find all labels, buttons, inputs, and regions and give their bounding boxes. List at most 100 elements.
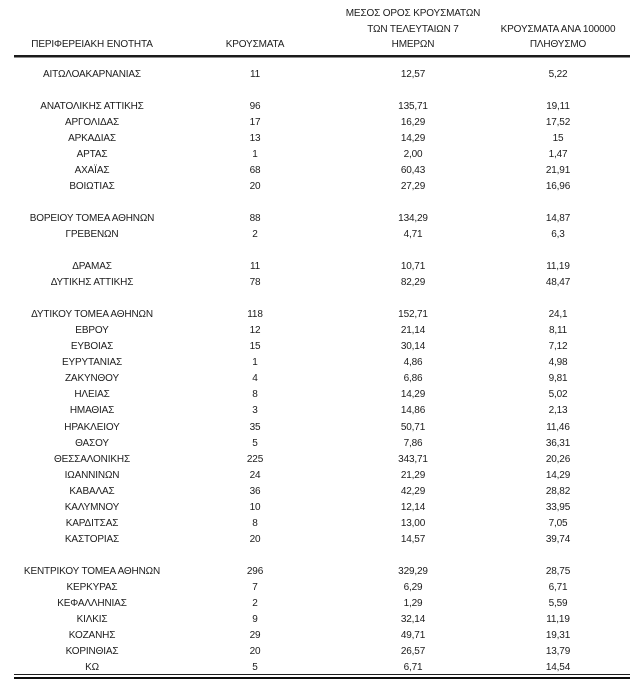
cell-region: ΚΑΛΥΜΝΟΥ xyxy=(64,501,120,513)
cell-per100k: 5,59 xyxy=(548,598,568,610)
cell-avg7: 82,29 xyxy=(400,277,426,289)
group-spacer xyxy=(14,195,630,211)
cell-per100k: 9,81 xyxy=(548,373,568,385)
cell-avg7: 21,29 xyxy=(400,469,426,481)
cell-per100k: 6,71 xyxy=(548,582,568,593)
cell-avg7: 135,71 xyxy=(398,100,428,112)
cell-cases: 8 xyxy=(252,389,258,401)
cell-avg7: 6,71 xyxy=(403,662,423,674)
cell-region: ΑΧΑΪΑΣ xyxy=(74,164,110,176)
cell-avg7: 4,71 xyxy=(403,228,423,240)
table-row: ΑΝΑΤΟΛΙΚΗΣ ΑΤΤΙΚΗΣ 96 135,71 19,11 xyxy=(14,99,630,115)
cases-table: ΠΕΡΙΦΕΡΕΙΑΚΗ ΕΝΟΤΗΤΑ ΚΡΟΥΣΜΑΤΑ ΜΕΣΟΣ ΟΡΟ… xyxy=(14,6,630,680)
cell-per100k: 15 xyxy=(552,132,564,144)
cell-per100k: 28,75 xyxy=(545,565,571,577)
table-row: ΑΡΚΑΔΙΑΣ 13 14,29 15 xyxy=(14,131,630,147)
cell-per100k: 14,54 xyxy=(545,662,571,674)
cell-region: ΚΑΣΤΟΡΙΑΣ xyxy=(64,533,120,545)
cell-cases: 11 xyxy=(249,261,261,273)
cell-per100k: 28,82 xyxy=(545,485,571,497)
table-row: ΑΡΓΟΛΙΔΑΣ 17 16,29 17,52 xyxy=(14,115,630,131)
table-row: ΕΥΒΟΙΑΣ 15 30,14 7,12 xyxy=(14,339,630,355)
group-spacer xyxy=(14,291,630,307)
cell-cases: 20 xyxy=(249,646,261,658)
cell-region: ΚΑΡΔΙΤΣΑΣ xyxy=(65,517,119,529)
cell-per100k: 33,95 xyxy=(545,501,571,513)
cell-avg7: 6,86 xyxy=(403,373,423,385)
table-row: ΘΕΣΣΑΛΟΝΙΚΗΣ 225 343,71 20,26 xyxy=(14,452,630,468)
cell-per100k: 6,3 xyxy=(551,228,565,240)
cell-per100k: 16,96 xyxy=(545,180,571,192)
column-header-cases: ΚΡΟΥΣΜΑΤΑ xyxy=(225,39,285,50)
cell-avg7: 1,29 xyxy=(403,598,423,610)
cell-region: ΚΕΝΤΡΙΚΟΥ ΤΟΜΕΑ ΑΘΗΝΩΝ xyxy=(23,565,161,577)
cell-per100k: 20,26 xyxy=(545,453,571,465)
cell-region: ΒΟΙΩΤΙΑΣ xyxy=(69,180,115,192)
table-row: ΚΕΦΑΛΛΗΝΙΑΣ 2 1,29 5,59 xyxy=(14,596,630,612)
cell-region: ΑΝΑΤΟΛΙΚΗΣ ΑΤΤΙΚΗΣ xyxy=(40,100,144,112)
table-row: ΔΥΤΙΚΟΥ ΤΟΜΕΑ ΑΘΗΝΩΝ 118 152,71 24,1 xyxy=(14,307,630,323)
cell-avg7: 12,14 xyxy=(400,501,426,513)
cell-region: ΚΑΒΑΛΑΣ xyxy=(69,485,115,497)
cell-cases: 35 xyxy=(249,421,261,433)
cell-avg7: 6,29 xyxy=(403,582,423,593)
cell-avg7: 13,00 xyxy=(400,517,426,529)
cell-cases: 5 xyxy=(252,662,258,674)
table-row: ΚΙΛΚΙΣ 9 32,14 11,19 xyxy=(14,612,630,628)
cell-per100k: 14,87 xyxy=(545,212,571,224)
cell-avg7: 12,57 xyxy=(400,68,426,80)
cell-per100k: 11,46 xyxy=(546,421,570,433)
cell-cases: 118 xyxy=(247,309,263,321)
cell-per100k: 17,52 xyxy=(545,116,571,128)
cell-avg7: 343,71 xyxy=(398,453,428,465)
cell-cases: 24 xyxy=(249,469,261,481)
cell-avg7: 26,57 xyxy=(400,646,426,658)
table-row: ΗΡΑΚΛΕΙΟΥ 35 50,71 11,46 xyxy=(14,420,630,436)
cell-avg7: 4,86 xyxy=(403,357,423,369)
cell-per100k: 19,11 xyxy=(546,100,570,112)
column-header-region: ΠΕΡΙΦΕΡΕΙΑΚΗ ΕΝΟΤΗΤΑ xyxy=(31,39,153,50)
cell-region: ΔΥΤΙΚΗΣ ΑΤΤΙΚΗΣ xyxy=(50,277,134,289)
table-row: ΚΑΒΑΛΑΣ 36 42,29 28,82 xyxy=(14,484,630,500)
table-row: ΗΛΕΙΑΣ 8 14,29 5,02 xyxy=(14,387,630,403)
cell-region: ΚΟΡΙΝΘΙΑΣ xyxy=(65,646,119,658)
bottom-double-rule xyxy=(14,674,630,680)
cell-avg7: 60,43 xyxy=(400,164,426,176)
table-row: ΚΑΣΤΟΡΙΑΣ 20 14,57 39,74 xyxy=(14,532,630,548)
table-row: ΚΕΡΚΥΡΑΣ 7 6,29 6,71 xyxy=(14,580,630,596)
table-row: ΕΒΡΟΥ 12 21,14 8,11 xyxy=(14,323,630,339)
cell-avg7: 21,14 xyxy=(400,325,426,337)
cell-per100k: 11,19 xyxy=(546,614,570,626)
cell-avg7: 329,29 xyxy=(398,565,428,577)
cell-per100k: 2,13 xyxy=(548,405,568,417)
cell-avg7: 30,14 xyxy=(400,341,426,353)
cell-region: ΑΙΤΩΛΟΑΚΑΡΝΑΝΙΑΣ xyxy=(43,68,141,80)
table-row: ΑΙΤΩΛΟΑΚΑΡΝΑΝΙΑΣ 11 12,57 5,22 xyxy=(14,67,630,83)
table-row: ΙΩΑΝΝΙΝΩΝ 24 21,29 14,29 xyxy=(14,468,630,484)
cell-per100k: 24,1 xyxy=(548,309,568,321)
cell-cases: 7 xyxy=(252,582,258,593)
cell-per100k: 8,11 xyxy=(548,325,568,337)
group-spacer xyxy=(14,548,630,564)
table-row: ΒΟΡΕΙΟΥ ΤΟΜΕΑ ΑΘΗΝΩΝ 88 134,29 14,87 xyxy=(14,211,630,227)
cell-cases: 13 xyxy=(249,132,261,144)
cell-region: ΔΡΑΜΑΣ xyxy=(72,261,112,273)
cell-cases: 88 xyxy=(249,212,261,224)
table-row: ΑΡΤΑΣ 1 2,00 1,47 xyxy=(14,147,630,163)
cell-cases: 3 xyxy=(252,405,258,417)
cell-cases: 20 xyxy=(249,180,261,192)
table-row: ΔΡΑΜΑΣ 11 10,71 11,19 xyxy=(14,259,630,275)
cell-region: ΚΙΛΚΙΣ xyxy=(76,614,108,626)
cell-cases: 9 xyxy=(252,614,258,626)
cell-avg7: 10,71 xyxy=(400,261,426,273)
cell-per100k: 7,05 xyxy=(548,517,568,529)
cell-per100k: 48,47 xyxy=(545,277,571,289)
cell-cases: 2 xyxy=(252,598,258,610)
cell-region: ΗΛΕΙΑΣ xyxy=(74,389,110,401)
cell-avg7: 16,29 xyxy=(400,116,426,128)
cell-cases: 15 xyxy=(249,341,261,353)
cell-per100k: 21,91 xyxy=(545,164,571,176)
cell-cases: 1 xyxy=(252,148,258,160)
cell-per100k: 39,74 xyxy=(545,533,571,545)
cell-region: ΚΟΖΑΝΗΣ xyxy=(68,630,116,642)
